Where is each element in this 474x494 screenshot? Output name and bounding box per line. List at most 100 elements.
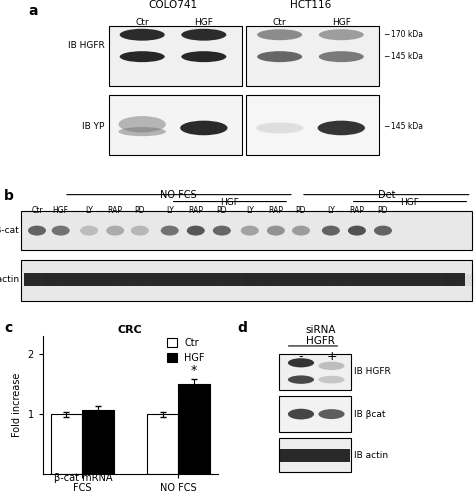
Bar (115, 274, 131, 286)
Bar (242, 274, 258, 286)
Text: HGF: HGF (194, 18, 213, 27)
Text: NO FCS: NO FCS (160, 190, 197, 200)
Text: Det: Det (378, 190, 395, 200)
Bar (51, 414, 82, 474)
Bar (260, 274, 276, 286)
Text: IB βcat: IB βcat (355, 410, 386, 418)
Ellipse shape (161, 226, 179, 236)
Text: +: + (326, 350, 337, 363)
Ellipse shape (257, 51, 302, 62)
Ellipse shape (319, 51, 364, 62)
Bar (246, 95, 379, 155)
Text: HGF: HGF (332, 18, 351, 27)
Text: PD: PD (296, 206, 306, 215)
Ellipse shape (131, 226, 149, 236)
Ellipse shape (213, 226, 231, 236)
Bar (178, 384, 210, 474)
Ellipse shape (288, 375, 314, 384)
Ellipse shape (118, 116, 166, 132)
Bar (169, 274, 186, 286)
Ellipse shape (374, 226, 392, 236)
Text: PD: PD (135, 206, 145, 215)
Ellipse shape (319, 29, 364, 40)
Bar (278, 274, 295, 286)
Text: COLO741: COLO741 (148, 0, 198, 10)
Text: ─ 170 kDa: ─ 170 kDa (384, 30, 423, 39)
Bar (205, 274, 222, 286)
Ellipse shape (288, 358, 314, 368)
Bar (405, 274, 422, 286)
Bar (109, 95, 242, 155)
Ellipse shape (118, 127, 166, 136)
Text: HCT116: HCT116 (290, 0, 331, 10)
Bar (351, 274, 367, 286)
Ellipse shape (257, 29, 302, 40)
Ellipse shape (119, 29, 165, 41)
Text: ─ 145 kDa: ─ 145 kDa (384, 52, 423, 61)
Ellipse shape (181, 51, 227, 62)
Text: PD: PD (378, 206, 388, 215)
Y-axis label: Fold increase: Fold increase (12, 373, 22, 437)
Text: Ctr: Ctr (136, 18, 149, 27)
Ellipse shape (348, 226, 366, 236)
Bar (24, 274, 465, 286)
Ellipse shape (319, 362, 345, 370)
Bar (460, 274, 474, 286)
Ellipse shape (181, 29, 227, 41)
Bar (442, 274, 458, 286)
Ellipse shape (256, 123, 303, 133)
Text: HGF: HGF (53, 206, 69, 215)
Bar (151, 274, 167, 286)
Text: IB actin: IB actin (0, 275, 19, 284)
Text: LY: LY (85, 206, 93, 215)
Text: LY: LY (246, 206, 254, 215)
Bar (96, 274, 113, 286)
Bar (279, 397, 351, 432)
Text: LY: LY (166, 206, 173, 215)
Bar (60, 274, 77, 286)
Legend: Ctr, HGF: Ctr, HGF (167, 338, 205, 363)
Bar (187, 274, 204, 286)
Bar (280, 450, 350, 462)
Text: β-cat mRNA: β-cat mRNA (54, 473, 112, 483)
Text: RAP: RAP (349, 206, 365, 215)
Text: RAP: RAP (108, 206, 123, 215)
Text: HGF: HGF (401, 198, 419, 206)
Bar (423, 274, 440, 286)
Ellipse shape (292, 226, 310, 236)
Text: IB actin: IB actin (355, 451, 389, 460)
Ellipse shape (267, 226, 285, 236)
Bar (42, 274, 58, 286)
Ellipse shape (80, 226, 98, 236)
Ellipse shape (319, 409, 345, 419)
Bar (146, 414, 178, 474)
Title: CRC: CRC (118, 325, 143, 335)
Bar (224, 274, 240, 286)
Bar (279, 354, 351, 390)
Bar (369, 274, 385, 286)
Bar (279, 438, 351, 471)
Text: a: a (28, 3, 38, 18)
Ellipse shape (241, 226, 259, 236)
Ellipse shape (28, 226, 46, 236)
Text: d: d (237, 321, 247, 335)
Bar (21, 211, 472, 250)
Text: IB HGFR: IB HGFR (355, 368, 391, 376)
Ellipse shape (119, 51, 165, 62)
Ellipse shape (106, 226, 124, 236)
Bar (246, 26, 379, 86)
Text: HGFR: HGFR (306, 336, 335, 346)
Bar (333, 274, 349, 286)
Text: siRNA: siRNA (305, 325, 336, 334)
Bar (296, 274, 313, 286)
Text: IB HGFR: IB HGFR (67, 41, 104, 50)
Bar (78, 274, 95, 286)
Ellipse shape (187, 226, 205, 236)
Text: HGF: HGF (220, 198, 239, 206)
Bar (387, 274, 404, 286)
Text: b: b (4, 189, 14, 203)
Text: *: * (191, 364, 197, 377)
Bar (133, 274, 149, 286)
Ellipse shape (52, 226, 70, 236)
Bar (109, 26, 242, 86)
